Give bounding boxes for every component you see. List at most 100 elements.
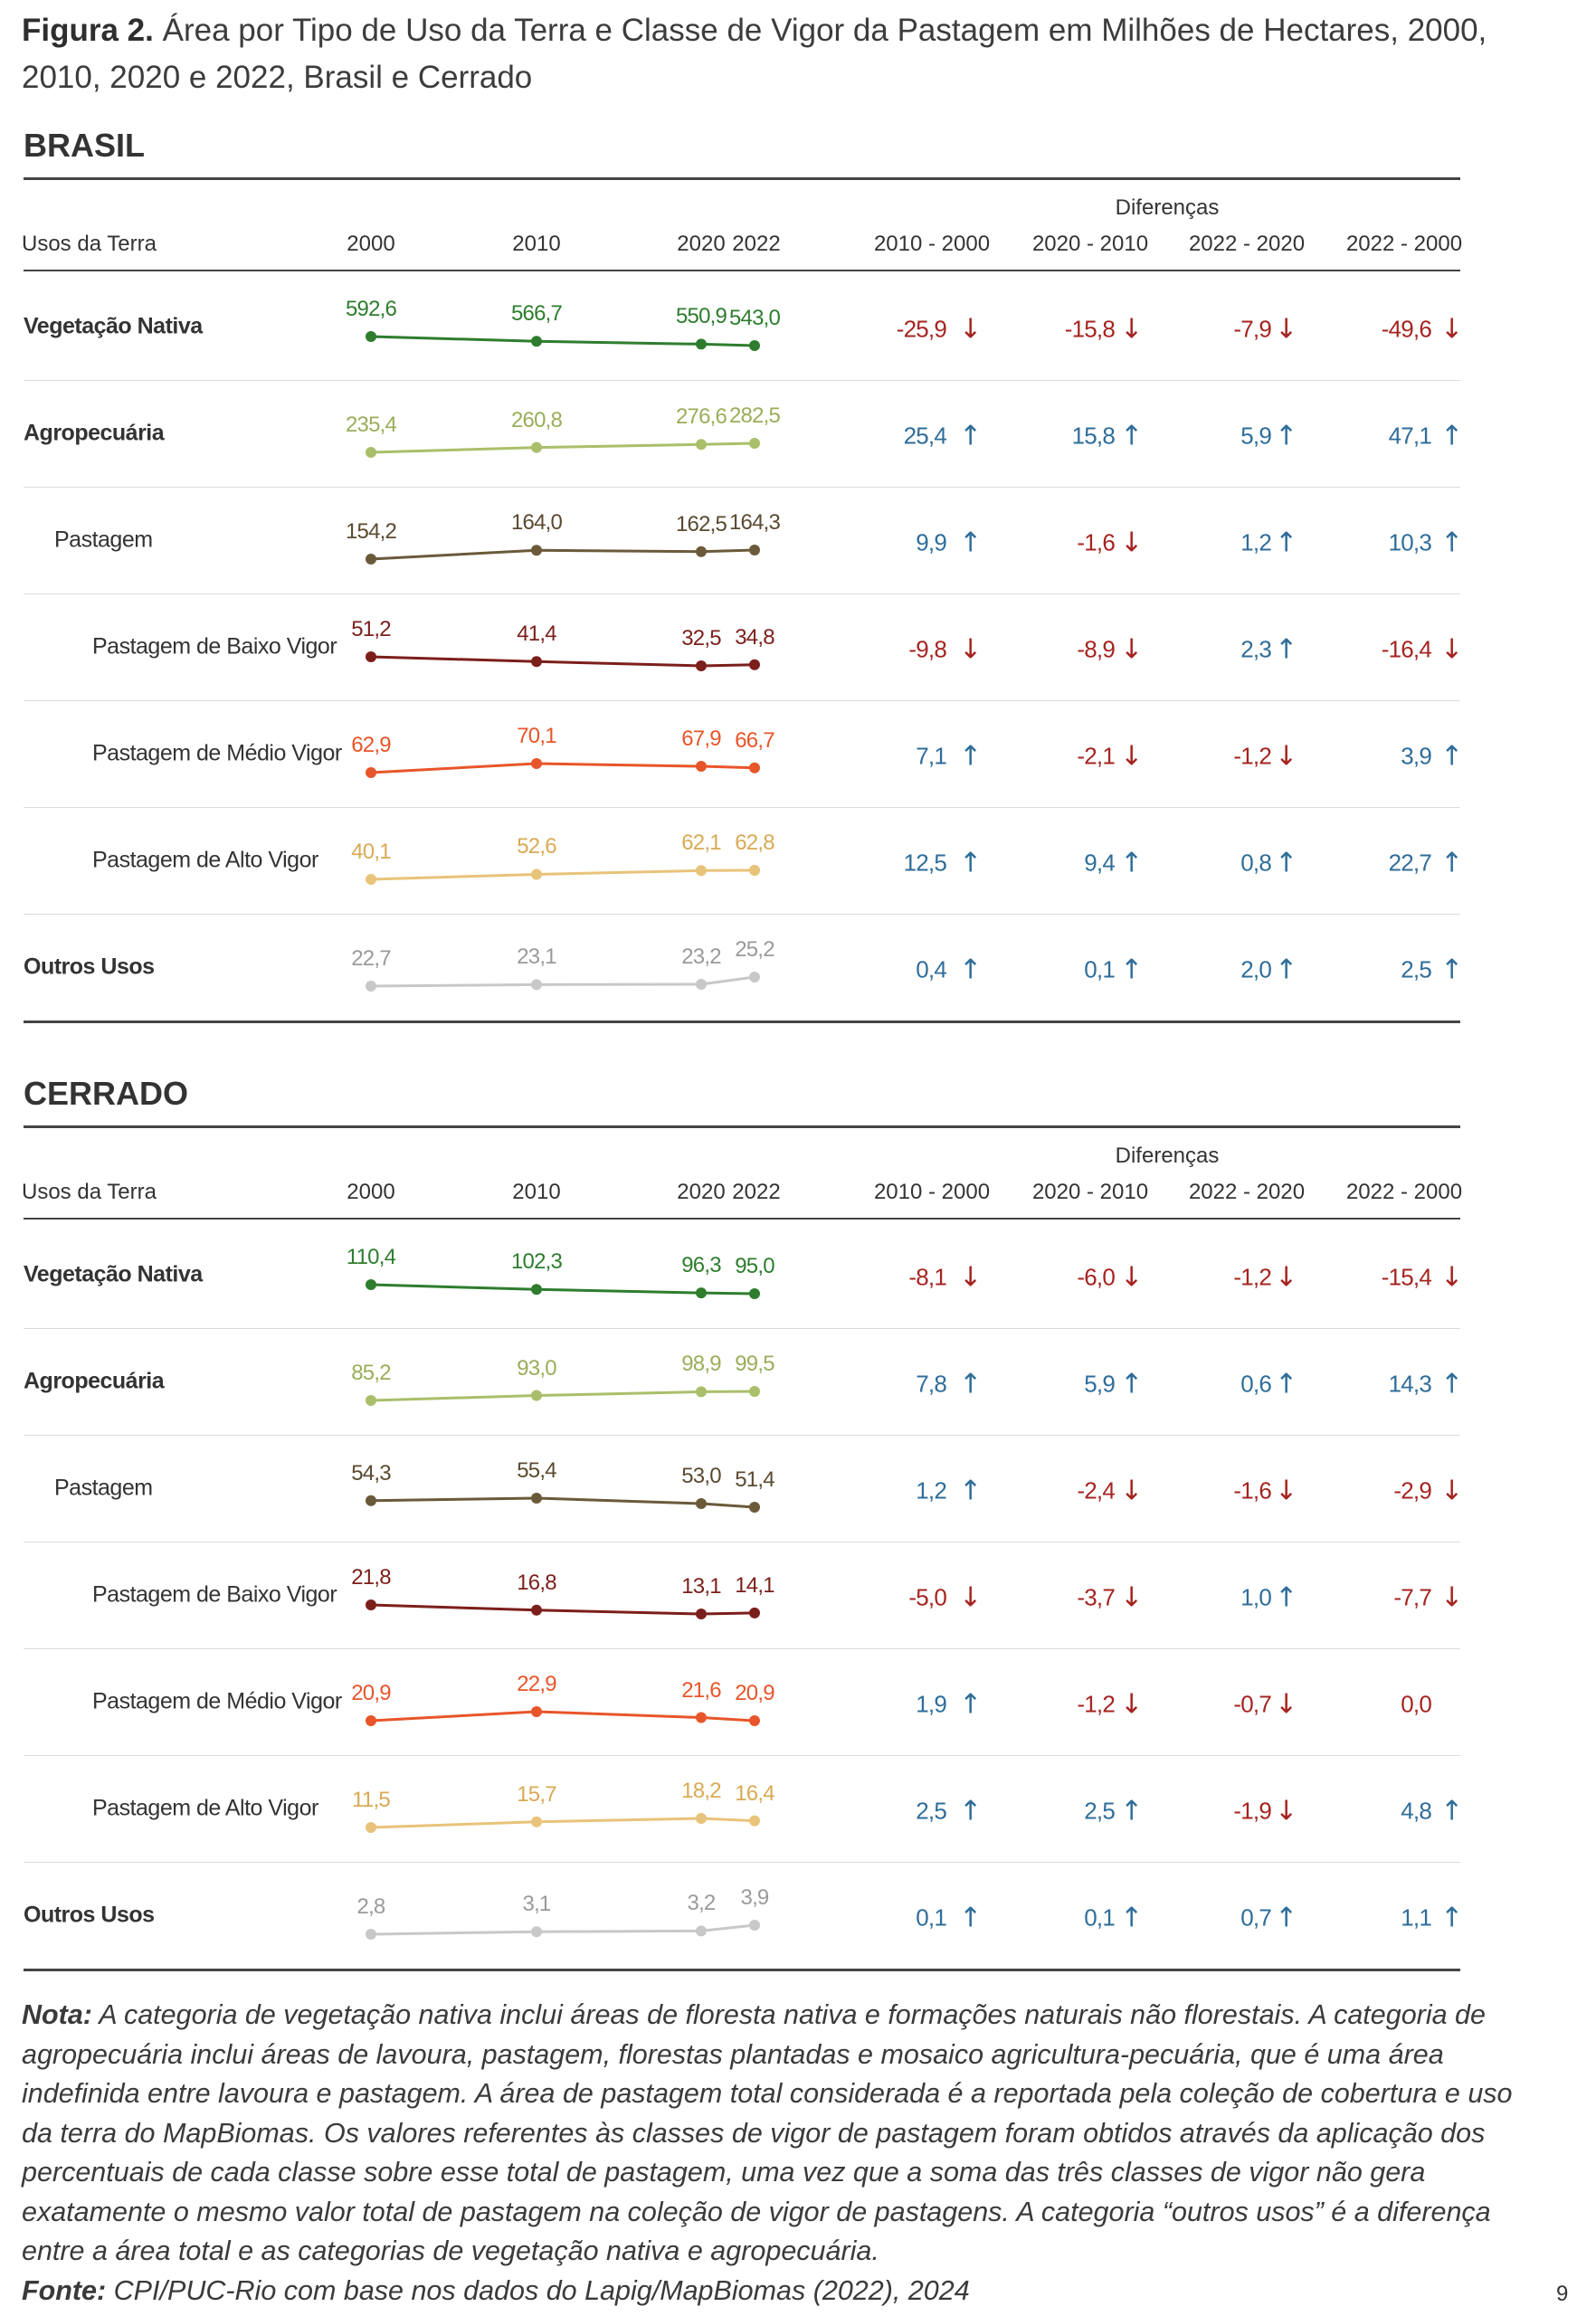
row-separator <box>24 1755 1460 1756</box>
difference-value: 2,5 <box>1401 955 1432 983</box>
value-label: 96,3 <box>681 1253 721 1278</box>
arrow-down-icon: ↓ <box>1275 740 1298 773</box>
data-point <box>749 1715 760 1726</box>
data-point <box>749 1288 760 1299</box>
differences-header: Diferenças <box>1115 195 1220 220</box>
arrow-up-icon: ↑ <box>959 847 983 879</box>
header-rule <box>24 270 1460 271</box>
series-line <box>370 335 755 347</box>
data-point <box>749 865 760 876</box>
difference-value: -0,7 <box>1233 1690 1271 1718</box>
data-point <box>366 651 376 662</box>
value-label: 16,8 <box>517 1570 556 1595</box>
year-header-2010: 2010 <box>512 232 561 256</box>
row-label: Pastagem <box>54 1475 153 1501</box>
source-text: CPI/PUC-Rio com base nos dados do Lapig/… <box>113 2274 970 2306</box>
row-label: Pastagem de Baixo Vigor <box>92 633 337 660</box>
series-line <box>370 1710 755 1723</box>
value-label: 23,1 <box>517 944 556 970</box>
value-label: 20,9 <box>351 1681 391 1705</box>
value-label: 162,5 <box>675 511 727 536</box>
difference-value: -9,8 <box>908 635 946 663</box>
data-point <box>531 758 542 769</box>
arrow-down-icon: ↓ <box>1120 1581 1144 1614</box>
figure-title: Figura 2. Área por Tipo de Uso da Terra … <box>22 7 1506 101</box>
figure-title-text: Área por Tipo de Uso da Terra e Classe d… <box>22 13 1487 95</box>
source-label: Fonte: <box>22 2274 107 2306</box>
value-label: 62,8 <box>735 831 774 855</box>
value-label: 22,9 <box>517 1672 556 1696</box>
arrow-up-icon: ↑ <box>1440 420 1464 452</box>
land-use-header: Usos da Terra <box>22 1180 157 1204</box>
difference-value: -8,9 <box>1077 635 1115 663</box>
arrow-down-icon: ↓ <box>1440 1581 1464 1614</box>
difference-value: -25,9 <box>896 315 947 343</box>
year-header-2020: 2020 <box>677 1180 726 1204</box>
section-bottom-rule <box>24 1969 1460 1971</box>
data-point <box>366 1279 376 1290</box>
footnote: Nota: A categoria de vegetação nativa in… <box>22 1996 1515 2311</box>
data-point <box>749 1502 760 1513</box>
page-number: 9 <box>1556 2282 1569 2306</box>
value-label: 102,3 <box>510 1249 563 1275</box>
value-label: 164,3 <box>728 510 781 535</box>
difference-value: -2,4 <box>1077 1476 1115 1504</box>
value-label: 20,9 <box>735 1681 774 1705</box>
arrow-up-icon: ↑ <box>1440 527 1464 559</box>
difference-value: 9,4 <box>1084 849 1116 877</box>
arrow-down-icon: ↓ <box>1120 1688 1144 1721</box>
difference-value: 47,1 <box>1388 422 1432 450</box>
data-point <box>366 331 376 342</box>
difference-value: 0,8 <box>1240 849 1272 877</box>
year-header-2000: 2000 <box>347 1180 395 1204</box>
difference-value: 4,8 <box>1401 1797 1432 1825</box>
value-label: 276,6 <box>675 404 727 430</box>
arrow-up-icon: ↑ <box>1440 1795 1464 1827</box>
value-label: 51,2 <box>351 617 391 641</box>
data-point <box>366 1929 376 1940</box>
arrow-down-icon: ↓ <box>1275 1475 1298 1507</box>
diff-header-4: 2022 - 2000 <box>1345 232 1463 256</box>
data-point <box>749 438 760 449</box>
arrow-down-icon: ↓ <box>1120 740 1144 773</box>
row-label: Agropecuária <box>24 420 165 446</box>
arrow-down-icon: ↓ <box>1440 313 1464 346</box>
difference-value: -6,0 <box>1077 1263 1115 1291</box>
difference-value: 22,7 <box>1388 849 1432 877</box>
series-line <box>370 548 755 561</box>
arrow-up-icon: ↑ <box>1120 847 1144 879</box>
data-point <box>366 1715 376 1726</box>
arrow-down-icon: ↓ <box>959 1581 983 1614</box>
difference-value: -16,4 <box>1381 635 1432 663</box>
value-label: 164,0 <box>510 510 563 536</box>
difference-value: 1,1 <box>1401 1903 1432 1932</box>
data-point <box>366 1822 376 1833</box>
difference-value: -1,6 <box>1233 1476 1271 1504</box>
arrow-up-icon: ↑ <box>959 527 983 559</box>
difference-value: 2,5 <box>916 1797 947 1825</box>
difference-value: 5,9 <box>1240 422 1272 450</box>
row-label: Pastagem <box>54 527 153 553</box>
row-label: Pastagem de Médio Vigor <box>92 1688 342 1714</box>
data-point <box>531 1604 542 1616</box>
series-line <box>370 1496 755 1509</box>
value-label: 23,2 <box>681 944 721 969</box>
arrow-up-icon: ↑ <box>959 1902 983 1934</box>
differences-header: Diferenças <box>1115 1144 1220 1168</box>
data-point <box>749 972 760 982</box>
row-separator <box>24 1435 1460 1436</box>
section-top-rule <box>24 1125 1460 1128</box>
value-label: 282,5 <box>728 403 781 428</box>
arrow-down-icon: ↓ <box>1120 313 1144 346</box>
difference-value: 1,9 <box>916 1690 947 1718</box>
section-title-brasil: BRASIL <box>24 127 145 164</box>
value-label: 2,8 <box>356 1894 386 1919</box>
arrow-up-icon: ↑ <box>959 1475 983 1507</box>
arrow-down-icon: ↓ <box>1275 1795 1298 1827</box>
arrow-up-icon: ↑ <box>959 420 983 452</box>
arrow-up-icon: ↑ <box>959 1688 983 1721</box>
arrow-up-icon: ↑ <box>1275 954 1298 986</box>
series-line <box>370 1603 755 1616</box>
year-header-2010: 2010 <box>512 1180 561 1204</box>
data-point <box>749 1607 760 1618</box>
